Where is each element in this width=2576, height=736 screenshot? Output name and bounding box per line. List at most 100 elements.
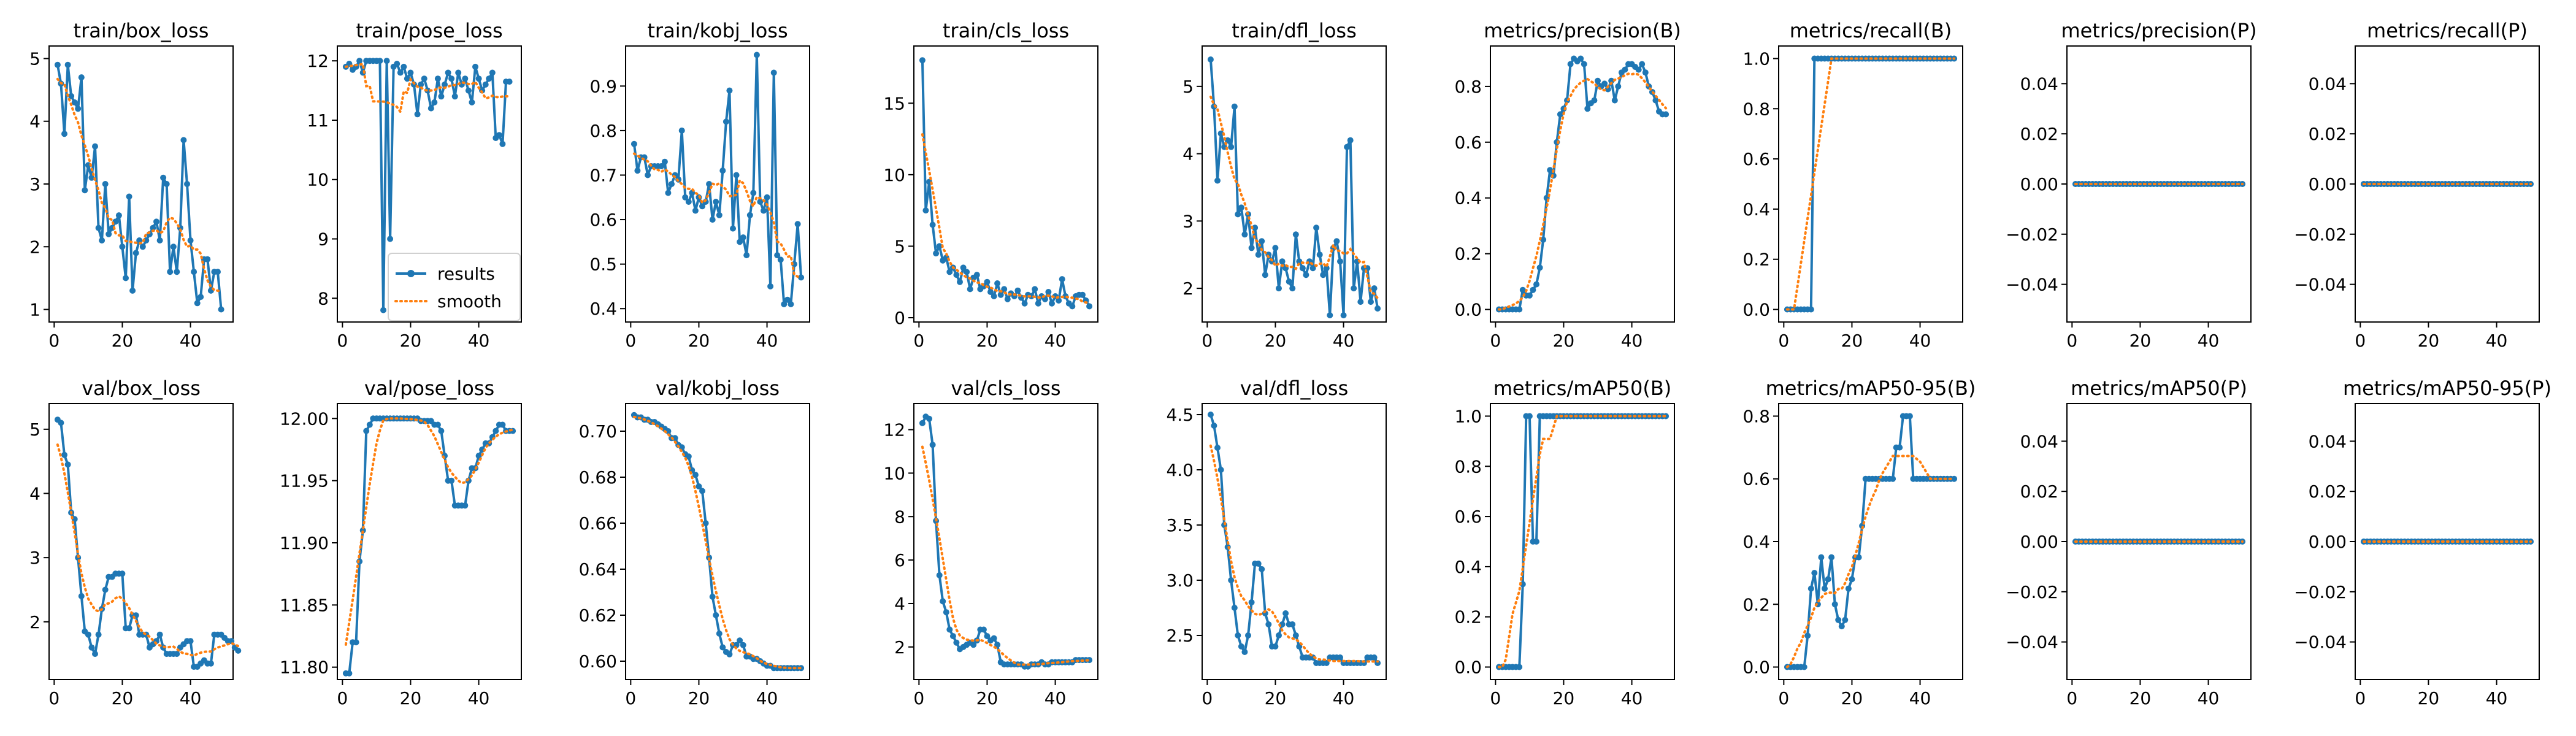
chart-train-cls-loss-point (997, 291, 1004, 298)
chart-val-cls-loss-ytick-label: 4 (894, 594, 905, 614)
chart-val-box-loss-ytick-label: 5 (29, 420, 40, 440)
chart-train-pose-loss-xtick-label: 40 (468, 331, 490, 351)
chart-val-kobj-loss: val/kobj_loss 0 20 40 0.60 0.62 0.64 0.66 0.68 0.… (579, 377, 810, 708)
chart-metrics-map50-b-point (1526, 413, 1533, 420)
chart-train-cls-loss-point (957, 278, 963, 285)
chart-train-box-loss-point (194, 300, 201, 307)
chart-train-kobj-loss-point (661, 158, 668, 165)
chart-train-box-loss-ytick-label: 5 (29, 48, 40, 69)
chart-train-pose-loss-point (499, 140, 506, 147)
chart-val-box-loss-point (95, 631, 102, 638)
chart-metrics-precision-b-point (1639, 61, 1646, 67)
chart-val-box-loss-point (88, 644, 95, 651)
chart-train-box-loss-xtick-label: 0 (48, 331, 59, 351)
chart-train-dfl-loss-point (1320, 272, 1327, 278)
chart-train-dfl-loss-point (1252, 224, 1259, 231)
chart-metrics-precision-b-point (1577, 55, 1584, 62)
chart-metrics-precision-b-ytick-label: 0.8 (1454, 77, 1482, 97)
chart-metrics-map50-95-b-ytick-label: 0.4 (1742, 532, 1770, 552)
chart-train-cls-loss-point (967, 286, 973, 293)
chart-val-cls-loss-point (949, 633, 956, 640)
chart-train-kobj-loss-ytick-label: 0.8 (589, 121, 617, 141)
chart-metrics-map50-b: metrics/mAP50(B) 0 20 40 0.0 0.2 0.4 0.6 0.8 1.0 (1454, 377, 1675, 708)
chart-metrics-map50-b-ytick-label: 0.8 (1454, 456, 1482, 477)
chart-train-cls-loss-point (964, 269, 970, 275)
chart-train-kobj-loss: train/kobj_loss 0 20 40 0.4 0.5 0.6 0.7 0.8 0.9 (589, 19, 810, 351)
chart-train-box-loss-point (115, 212, 122, 219)
chart-metrics-map50-95-b-point (1845, 585, 1852, 592)
chart-train-kobj-loss-point (750, 190, 757, 196)
chart-train-pose-loss-point (356, 58, 363, 64)
legend-results-marker (407, 270, 415, 277)
chart-metrics-map50-b-point (1516, 664, 1523, 670)
chart-train-box-loss-ytick-label: 4 (29, 112, 40, 132)
chart-train-pose-loss-ytick-label: 9 (318, 229, 329, 250)
chart-val-cls-loss-point (991, 635, 997, 642)
chart-train-cls-loss-point (994, 280, 1001, 286)
chart-metrics-map50-b-ytick-label: 0.0 (1454, 657, 1482, 678)
chart-val-pose-loss-ytick-label: 12.00 (280, 408, 329, 429)
chart-metrics-precision-b-point (1519, 286, 1526, 293)
chart-val-pose-loss-point (493, 427, 499, 434)
chart-metrics-recall-p-title: metrics/recall(P) (2367, 19, 2528, 42)
chart-train-kobj-loss-point (716, 212, 723, 218)
chart-train-cls-loss-axes-frame (913, 45, 1098, 323)
chart-val-dfl-loss-ytick-label: 3.5 (1166, 515, 1194, 535)
chart-val-dfl-loss-point (1238, 643, 1244, 650)
chart-metrics-map50-b-ytick-label: 0.6 (1454, 507, 1482, 527)
chart-train-cls-loss-ytick-label: 10 (883, 165, 905, 185)
legend-results-label: results (437, 264, 495, 284)
chart-train-pose-loss-point (434, 75, 441, 82)
chart-metrics-precision-b-point (1601, 80, 1608, 87)
chart-val-dfl-loss-point (1235, 632, 1241, 638)
chart-train-cls-loss-point (936, 243, 943, 250)
chart-train-pose-loss-ytick-label: 11 (307, 110, 329, 131)
chart-metrics-map50-95-p-ytick-label: 0.04 (2309, 431, 2347, 451)
chart-val-kobj-loss-ytick-label: 0.68 (579, 467, 617, 488)
chart-val-kobj-loss-point (699, 488, 705, 494)
chart-val-dfl-loss-xtick-label: 20 (1265, 688, 1287, 708)
chart-metrics-recall-p-xtick-label: 20 (2418, 331, 2440, 351)
chart-train-kobj-loss-ytick-label: 0.9 (589, 76, 617, 96)
chart-train-kobj-loss-point (706, 181, 713, 187)
chart-train-box-loss-point (184, 181, 190, 187)
chart-val-box-loss-point (102, 586, 109, 593)
chart-val-dfl-loss-point (1241, 649, 1248, 655)
chart-val-pose-loss-point (359, 527, 366, 534)
chart-val-cls-loss-xtick-label: 40 (1045, 688, 1067, 708)
chart-metrics-map50-95-b-point (1828, 554, 1835, 561)
chart-train-cls-loss-point (1035, 300, 1041, 307)
chart-train-dfl-loss-ytick-label: 5 (1183, 77, 1194, 97)
chart-val-kobj-loss-ytick-label: 0.62 (579, 605, 617, 626)
chart-metrics-recall-b-xtick-label: 40 (1909, 331, 1931, 351)
chart-val-box-loss-axes-frame (48, 403, 234, 680)
chart-train-dfl-loss-point (1255, 251, 1262, 258)
chart-train-cls-loss-xtick-label: 20 (976, 331, 999, 351)
chart-metrics-precision-b-point (1540, 236, 1547, 243)
chart-metrics-map50-p-ytick-label: −0.04 (2006, 632, 2058, 653)
chart-metrics-precision-b-point (1611, 97, 1618, 104)
chart-val-pose-loss-ytick-label: 11.80 (280, 657, 329, 678)
chart-val-pose-loss-point (448, 477, 455, 484)
chart-train-cls-loss-point (929, 221, 936, 228)
chart-train-box-loss-point (99, 237, 105, 243)
chart-train-kobj-loss-point (634, 167, 641, 174)
chart-val-dfl-loss-point (1248, 599, 1255, 605)
chart-metrics-recall-b-point (1807, 306, 1814, 313)
chart-train-pose-loss-point (377, 58, 383, 64)
chart-train-box-loss-point (204, 256, 211, 263)
chart-train-kobj-loss-xtick-label: 40 (756, 331, 778, 351)
chart-train-pose-loss-point (407, 69, 414, 76)
chart-val-dfl-loss-smooth-line (1209, 444, 1379, 663)
chart-train-box-loss-point (102, 181, 109, 187)
chart-train-box-loss-point (139, 243, 146, 250)
chart-metrics-map50-95-b-point (1801, 664, 1807, 670)
chart-metrics-map50-b-xtick-label: 40 (1621, 688, 1643, 708)
chart-val-box-loss: val/box_loss 0 20 40 2 3 4 5 (29, 377, 242, 708)
chart-val-pose-loss-axes-frame (337, 403, 522, 680)
chart-train-cls-loss-point (919, 57, 926, 64)
chart-metrics-map50-b-xtick-label: 0 (1490, 688, 1501, 708)
chart-train-cls-loss-title: train/cls_loss (943, 19, 1069, 42)
chart-metrics-recall-b-xtick-label: 20 (1841, 331, 1863, 351)
